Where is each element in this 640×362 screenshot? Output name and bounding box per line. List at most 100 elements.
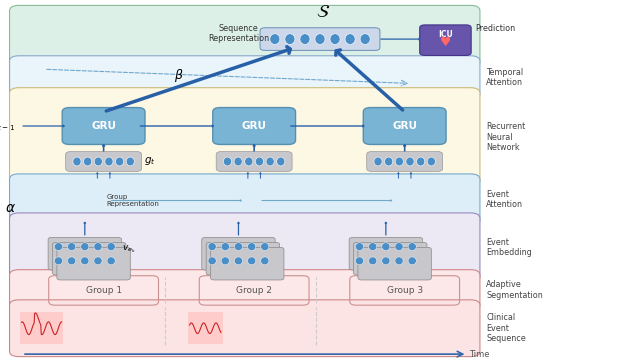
Ellipse shape <box>260 243 269 251</box>
Ellipse shape <box>395 257 403 265</box>
FancyBboxPatch shape <box>353 243 427 275</box>
Text: $g_t$: $g_t$ <box>145 156 156 168</box>
Text: $h_{t-1}$: $h_{t-1}$ <box>0 119 16 133</box>
Ellipse shape <box>54 243 63 251</box>
Ellipse shape <box>369 257 377 265</box>
FancyBboxPatch shape <box>367 152 443 172</box>
Ellipse shape <box>315 34 325 45</box>
Ellipse shape <box>255 157 264 166</box>
Ellipse shape <box>126 157 134 166</box>
Ellipse shape <box>276 157 285 166</box>
Ellipse shape <box>396 157 403 166</box>
Text: Clinical
Event
Sequence: Clinical Event Sequence <box>486 313 526 343</box>
Ellipse shape <box>68 257 76 265</box>
Text: Event
Embedding: Event Embedding <box>486 238 532 257</box>
FancyBboxPatch shape <box>62 108 145 144</box>
Text: GRU: GRU <box>392 121 417 131</box>
Text: $v_{e_k}$: $v_{e_k}$ <box>122 244 136 255</box>
Ellipse shape <box>260 257 269 265</box>
FancyBboxPatch shape <box>260 28 380 50</box>
Ellipse shape <box>94 257 102 265</box>
Ellipse shape <box>408 257 416 265</box>
Ellipse shape <box>107 243 115 251</box>
Text: Recurrent
Neural
Network: Recurrent Neural Network <box>486 122 525 152</box>
Text: Prediction: Prediction <box>476 24 516 33</box>
Ellipse shape <box>223 157 232 166</box>
FancyBboxPatch shape <box>10 213 480 282</box>
Ellipse shape <box>84 157 92 166</box>
Text: Group 2: Group 2 <box>236 286 272 295</box>
FancyBboxPatch shape <box>10 56 480 100</box>
Ellipse shape <box>345 34 355 45</box>
Text: Adaptive
Segmentation: Adaptive Segmentation <box>486 281 543 300</box>
FancyBboxPatch shape <box>212 108 296 144</box>
Ellipse shape <box>105 157 113 166</box>
Ellipse shape <box>81 243 89 251</box>
Ellipse shape <box>406 157 414 166</box>
Ellipse shape <box>208 243 216 251</box>
Text: Temporal
Attention: Temporal Attention <box>486 68 524 87</box>
Ellipse shape <box>234 157 242 166</box>
Ellipse shape <box>300 34 310 45</box>
FancyBboxPatch shape <box>206 243 280 275</box>
Ellipse shape <box>54 257 63 265</box>
FancyBboxPatch shape <box>202 237 275 270</box>
Ellipse shape <box>94 157 102 166</box>
Text: GRU: GRU <box>91 121 116 131</box>
Ellipse shape <box>355 243 364 251</box>
Text: ICU: ICU <box>438 30 453 39</box>
FancyBboxPatch shape <box>10 300 480 357</box>
Ellipse shape <box>116 157 124 166</box>
Ellipse shape <box>73 157 81 166</box>
FancyBboxPatch shape <box>20 312 63 344</box>
Ellipse shape <box>81 257 89 265</box>
Ellipse shape <box>355 257 364 265</box>
Text: Sequence
Representation: Sequence Representation <box>208 24 269 43</box>
FancyBboxPatch shape <box>10 88 480 186</box>
Ellipse shape <box>248 257 256 265</box>
Text: ♥: ♥ <box>440 36 451 49</box>
Ellipse shape <box>68 243 76 251</box>
Text: Group 1: Group 1 <box>86 286 122 295</box>
Text: Group 3: Group 3 <box>387 286 423 295</box>
Ellipse shape <box>408 243 416 251</box>
Ellipse shape <box>374 157 382 166</box>
Ellipse shape <box>382 243 390 251</box>
Ellipse shape <box>285 34 295 45</box>
Text: $\beta$: $\beta$ <box>174 67 184 84</box>
FancyBboxPatch shape <box>420 25 471 55</box>
FancyBboxPatch shape <box>216 152 292 172</box>
Text: Event
Attention: Event Attention <box>486 190 524 209</box>
Ellipse shape <box>107 257 115 265</box>
Ellipse shape <box>244 157 253 166</box>
Text: Time: Time <box>469 350 490 359</box>
Ellipse shape <box>266 157 274 166</box>
FancyBboxPatch shape <box>52 243 126 275</box>
Ellipse shape <box>385 157 393 166</box>
Text: Group
Representation: Group Representation <box>107 194 159 207</box>
Ellipse shape <box>428 157 435 166</box>
FancyBboxPatch shape <box>10 5 480 67</box>
FancyBboxPatch shape <box>57 247 131 280</box>
FancyBboxPatch shape <box>48 237 122 270</box>
Ellipse shape <box>270 34 280 45</box>
FancyBboxPatch shape <box>364 108 446 144</box>
Text: $\alpha$: $\alpha$ <box>5 201 16 215</box>
Ellipse shape <box>330 34 340 45</box>
FancyBboxPatch shape <box>10 174 480 225</box>
FancyBboxPatch shape <box>358 247 431 280</box>
FancyBboxPatch shape <box>188 312 223 344</box>
Ellipse shape <box>94 243 102 251</box>
Ellipse shape <box>248 243 256 251</box>
Ellipse shape <box>234 243 243 251</box>
Ellipse shape <box>395 243 403 251</box>
FancyBboxPatch shape <box>349 237 422 270</box>
Text: $\mathcal{S}$: $\mathcal{S}$ <box>316 4 330 21</box>
Ellipse shape <box>221 243 229 251</box>
FancyBboxPatch shape <box>211 247 284 280</box>
Ellipse shape <box>369 243 377 251</box>
Ellipse shape <box>208 257 216 265</box>
Ellipse shape <box>417 157 425 166</box>
FancyBboxPatch shape <box>10 270 480 311</box>
Ellipse shape <box>221 257 229 265</box>
